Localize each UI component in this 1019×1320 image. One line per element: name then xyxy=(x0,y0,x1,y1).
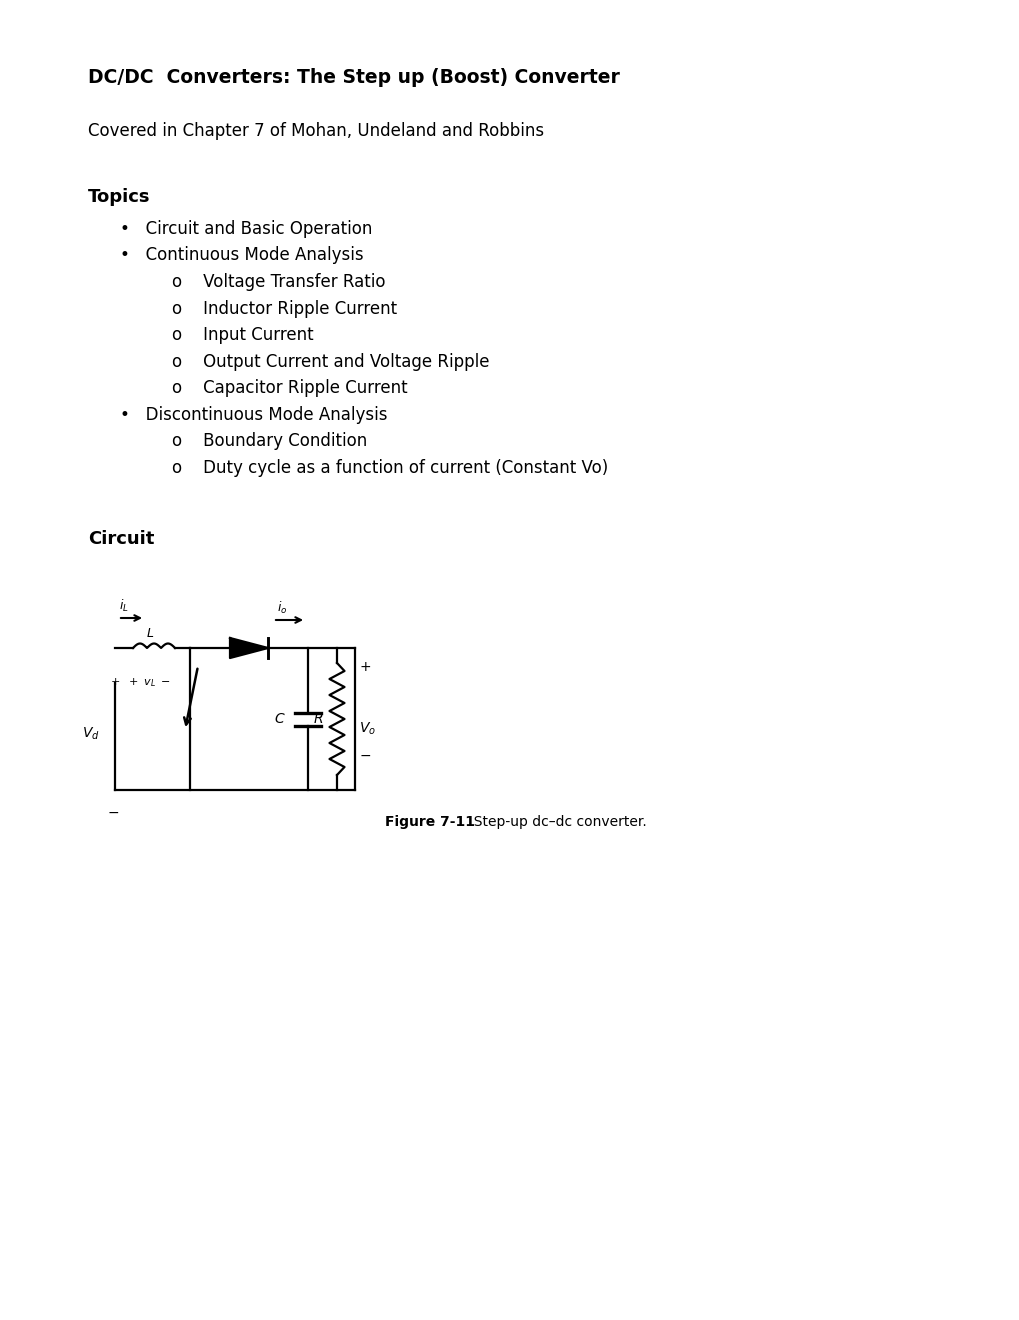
Text: o    Output Current and Voltage Ripple: o Output Current and Voltage Ripple xyxy=(172,352,489,371)
Text: $-$: $-$ xyxy=(359,748,371,762)
Text: o    Input Current: o Input Current xyxy=(172,326,313,345)
Text: •   Discontinuous Mode Analysis: • Discontinuous Mode Analysis xyxy=(120,405,387,424)
Text: Topics: Topics xyxy=(88,187,151,206)
Text: Circuit: Circuit xyxy=(88,531,154,548)
Text: $V_d$: $V_d$ xyxy=(83,726,100,742)
Text: Step-up dc–dc converter.: Step-up dc–dc converter. xyxy=(465,814,646,829)
Text: DC/DC  Converters: The Step up (Boost) Converter: DC/DC Converters: The Step up (Boost) Co… xyxy=(88,69,620,87)
Text: •   Circuit and Basic Operation: • Circuit and Basic Operation xyxy=(120,220,372,238)
Text: Figure 7-11: Figure 7-11 xyxy=(384,814,475,829)
Text: $i_o$: $i_o$ xyxy=(277,599,287,616)
Text: $+$: $+$ xyxy=(359,660,371,675)
Text: •   Continuous Mode Analysis: • Continuous Mode Analysis xyxy=(120,247,363,264)
Text: $C$: $C$ xyxy=(274,711,285,726)
Text: o    Inductor Ripple Current: o Inductor Ripple Current xyxy=(172,300,396,318)
Text: o    Duty cycle as a function of current (Constant Vo): o Duty cycle as a function of current (C… xyxy=(172,458,607,477)
Text: $i_L$: $i_L$ xyxy=(119,598,128,614)
Text: $L$: $L$ xyxy=(146,627,154,640)
Text: $+\ \ +\ v_L\ -$: $+\ \ +\ v_L\ -$ xyxy=(110,676,171,689)
Text: o    Boundary Condition: o Boundary Condition xyxy=(172,432,367,450)
Text: o    Voltage Transfer Ratio: o Voltage Transfer Ratio xyxy=(172,273,385,290)
Text: $-$: $-$ xyxy=(107,805,119,818)
Polygon shape xyxy=(229,638,268,657)
Text: $R$: $R$ xyxy=(313,711,323,726)
Text: $V_o$: $V_o$ xyxy=(359,721,376,737)
Text: o    Capacitor Ripple Current: o Capacitor Ripple Current xyxy=(172,379,408,397)
Text: Covered in Chapter 7 of Mohan, Undeland and Robbins: Covered in Chapter 7 of Mohan, Undeland … xyxy=(88,121,543,140)
